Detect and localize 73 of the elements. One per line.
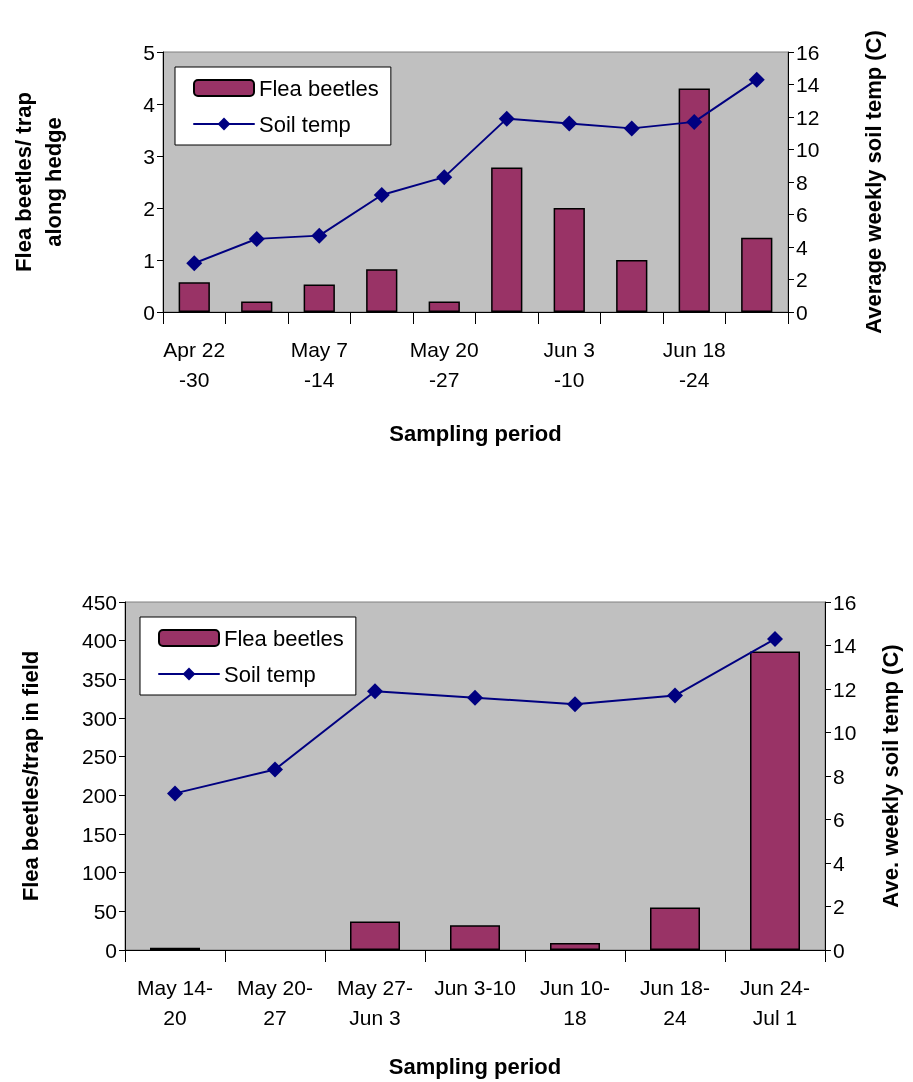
y2-tick-label: 16 — [833, 590, 857, 614]
x-axis-title: Sampling period — [388, 1053, 562, 1079]
y2-tick-label: 2 — [833, 895, 845, 918]
y2-axis-title: Average weekly soil temp (C) — [860, 30, 886, 334]
x-tick-label: May 7 -14 — [290, 337, 348, 391]
y-tick-label: 450 — [81, 590, 117, 614]
y-tick-label: 3 — [143, 144, 155, 168]
x-tick-label: May 14- 20 — [137, 975, 213, 1029]
y-tick-label: 100 — [81, 861, 117, 885]
point — [767, 630, 783, 647]
point — [567, 696, 583, 713]
y2-axis-title: Ave. weekly soil temp (C) — [877, 644, 903, 908]
y-tick-label: 0 — [105, 938, 117, 962]
y2-tick-label: 6 — [833, 808, 845, 831]
y-tick-label: 150 — [81, 822, 117, 846]
y-tick-label: 350 — [81, 667, 117, 691]
point — [167, 785, 183, 802]
y2-tick-label: 4 — [796, 235, 808, 259]
x-tick-label: Apr 22 -30 — [163, 337, 226, 391]
point — [267, 761, 283, 778]
y2-tick-label: 4 — [833, 851, 845, 875]
x-tick-label: May 27- Jun 3 — [337, 975, 413, 1029]
y2-tick-label: 10 — [833, 721, 857, 744]
y2-tick-label: 14 — [796, 73, 820, 96]
x-tick-label: Jun 3-10 — [434, 975, 516, 999]
y2-tick-label: 12 — [833, 677, 857, 701]
point — [373, 187, 390, 203]
y2-tick-label: 16 — [796, 40, 820, 64]
y-axis-title: Flea beetles/ trap along hedge — [10, 92, 66, 272]
x-tick-label: Jun 18- 24 — [639, 975, 711, 1029]
y2-tick-label: 2 — [796, 268, 808, 291]
y2-tick-label: 8 — [833, 764, 845, 788]
y2-tick-label: 0 — [796, 300, 808, 324]
y-tick-label: 200 — [81, 783, 117, 807]
y2-tick-label: 12 — [796, 105, 820, 129]
legend-label: Soil temp — [224, 661, 316, 687]
y-tick-label: 4 — [143, 92, 156, 116]
y-tick-label: 300 — [81, 706, 117, 730]
y-tick-label: 400 — [81, 629, 117, 653]
legend-label: Flea beetles — [259, 75, 379, 101]
point — [623, 120, 640, 137]
y-tick-label: 5 — [143, 40, 155, 64]
y2-tick-label: 0 — [833, 938, 845, 962]
x-tick-label: May 20 -27 — [409, 337, 479, 391]
y-tick-label: 2 — [143, 196, 155, 220]
y-tick-label: 1 — [143, 248, 155, 272]
y-tick-label: 250 — [81, 745, 117, 769]
point — [248, 230, 265, 247]
y-axis-title: Flea beetles/trap in field — [17, 650, 43, 902]
point — [186, 255, 203, 272]
y2-tick-label: 8 — [796, 170, 808, 194]
y-tick-label: 50 — [93, 899, 117, 923]
legend-label: Flea beetles — [224, 625, 344, 651]
y2-tick-label: 10 — [796, 138, 820, 161]
point — [686, 113, 703, 130]
point — [367, 683, 383, 700]
x-tick-label: Jun 18 -24 — [662, 337, 726, 391]
y2-tick-label: 6 — [796, 203, 808, 226]
legend-label: Soil temp — [259, 111, 351, 137]
point — [748, 71, 765, 88]
point — [436, 169, 453, 186]
y-tick-label: 0 — [143, 300, 155, 324]
point — [498, 110, 515, 127]
point — [667, 687, 683, 704]
point — [561, 115, 578, 132]
x-axis-title: Sampling period — [389, 420, 562, 446]
x-tick-label: Jun 24- Jul 1 — [739, 975, 811, 1029]
x-tick-label: Jun 3 -10 — [543, 337, 595, 391]
point — [467, 689, 483, 706]
x-tick-label: Jun 10- 18 — [539, 975, 611, 1029]
y2-tick-label: 14 — [833, 634, 857, 657]
x-tick-label: May 20- 27 — [237, 975, 313, 1029]
point — [311, 227, 328, 244]
